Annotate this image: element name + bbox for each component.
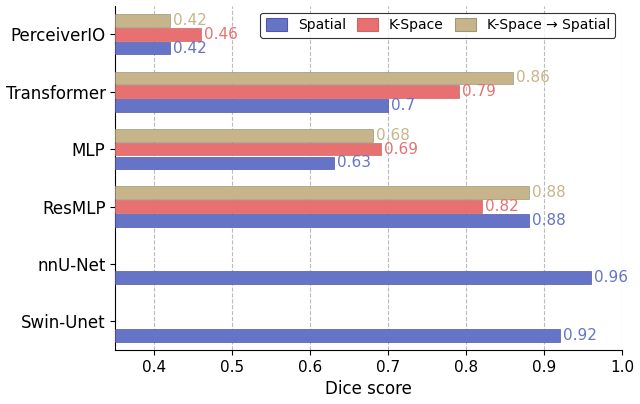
Text: 0.42: 0.42 bbox=[173, 13, 207, 28]
Bar bbox=[115, 187, 529, 199]
Text: 0.68: 0.68 bbox=[376, 128, 410, 143]
Bar bbox=[115, 329, 560, 341]
Bar bbox=[115, 143, 381, 156]
X-axis label: Dice score: Dice score bbox=[325, 381, 412, 398]
Bar bbox=[115, 271, 591, 284]
Text: 0.79: 0.79 bbox=[461, 84, 495, 99]
Bar bbox=[115, 157, 333, 169]
Text: 0.86: 0.86 bbox=[516, 70, 550, 85]
Text: 0.88: 0.88 bbox=[532, 185, 566, 200]
Text: 0.88: 0.88 bbox=[532, 213, 566, 228]
Bar bbox=[115, 85, 458, 98]
Bar bbox=[115, 28, 201, 40]
Text: 0.69: 0.69 bbox=[383, 142, 418, 157]
Bar bbox=[115, 214, 529, 227]
Bar bbox=[115, 14, 170, 27]
Legend: Spatial, K-Space, K-Space → Spatial: Spatial, K-Space, K-Space → Spatial bbox=[260, 13, 616, 38]
Text: 0.42: 0.42 bbox=[173, 40, 207, 56]
Bar bbox=[115, 129, 372, 142]
Bar bbox=[115, 200, 482, 213]
Bar bbox=[115, 99, 388, 112]
Bar bbox=[115, 72, 513, 84]
Text: 0.96: 0.96 bbox=[595, 270, 628, 285]
Text: 0.46: 0.46 bbox=[204, 27, 238, 42]
Text: 0.82: 0.82 bbox=[485, 199, 519, 214]
Text: 0.92: 0.92 bbox=[563, 328, 597, 343]
Text: 0.63: 0.63 bbox=[337, 156, 371, 170]
Text: 0.7: 0.7 bbox=[392, 98, 415, 113]
Bar bbox=[115, 42, 170, 55]
